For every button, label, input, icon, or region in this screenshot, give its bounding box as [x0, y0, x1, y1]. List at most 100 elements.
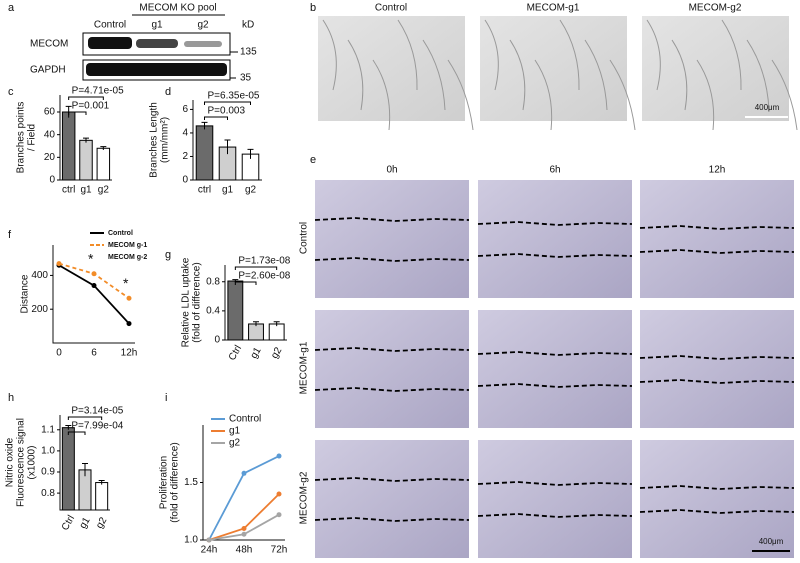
bar — [195, 125, 214, 181]
error-bar — [224, 139, 231, 155]
tube-network — [646, 19, 661, 91]
error-bar — [201, 121, 208, 130]
x-tick-label: g2 — [94, 515, 109, 531]
row-title: MECOM-g2 — [299, 471, 310, 524]
tube-network — [609, 59, 636, 131]
p-value: P=2.60e-08 — [238, 271, 290, 282]
lane-label: g2 — [197, 20, 209, 31]
error-bar — [273, 321, 280, 327]
p-value: P=1.73e-08 — [238, 256, 290, 267]
image-title: MECOM-g1 — [527, 3, 580, 14]
tube-network — [534, 59, 553, 131]
x-tick-label: g1 — [249, 345, 264, 361]
y-tick-label: 40 — [44, 129, 56, 140]
error-bar — [98, 479, 105, 485]
y-tick-label: 0 — [49, 175, 55, 186]
x-tick-label: g2 — [269, 345, 284, 361]
bar — [268, 323, 285, 341]
point — [276, 491, 282, 497]
micrograph — [640, 440, 794, 558]
scale-label: 400μm — [759, 537, 784, 546]
bar — [227, 280, 244, 341]
bar — [96, 147, 111, 181]
row-label: MECOM — [30, 39, 68, 50]
column-title: 6h — [549, 165, 560, 176]
point — [91, 271, 97, 277]
wound-edge — [314, 257, 470, 262]
significance-bracket — [67, 431, 86, 435]
y-tick-label: 60 — [44, 107, 56, 118]
p-value: P=0.001 — [72, 101, 110, 112]
significance-mark: * — [88, 250, 94, 266]
point — [206, 537, 212, 543]
x-tick-label: g2 — [98, 185, 110, 196]
scale-label: 400μm — [755, 103, 780, 112]
y-axis-label: (x1000) — [27, 446, 38, 480]
x-tick-label: 0 — [56, 348, 62, 359]
panel-label: f — [8, 229, 12, 241]
point — [241, 526, 247, 531]
panel-label: e — [310, 154, 316, 166]
point — [56, 261, 62, 267]
tube-network — [484, 19, 499, 91]
tube-network — [696, 59, 715, 131]
x-tick-label: g1 — [222, 185, 234, 196]
marker-label: 135 — [240, 47, 257, 58]
micrograph — [315, 180, 469, 298]
panel-label: g — [165, 249, 171, 261]
tube-network — [322, 19, 337, 91]
p-value: P=3.14e-05 — [71, 406, 123, 417]
x-tick-label: 24h — [201, 545, 218, 556]
band — [184, 41, 222, 47]
tube-network — [397, 19, 418, 91]
y-axis-label: (fold of difference) — [170, 442, 181, 522]
wound-edge — [477, 351, 633, 356]
panel-label: b — [310, 2, 316, 14]
panel-label: a — [8, 2, 15, 14]
micrograph — [315, 310, 469, 428]
column-title: 12h — [709, 165, 726, 176]
y-tick-label: 6 — [182, 104, 188, 115]
y-tick-label: 0.8 — [41, 488, 55, 499]
x-tick-label: ctrl — [198, 185, 211, 196]
wound-edge — [314, 477, 470, 482]
wound-edge — [639, 355, 795, 360]
point — [241, 470, 247, 476]
micrograph — [642, 16, 789, 121]
significance-bracket — [234, 281, 257, 285]
y-tick-label: 0 — [182, 175, 188, 186]
bar — [248, 323, 264, 341]
x-tick-label: 72h — [271, 545, 288, 556]
y-tick-label: 200 — [31, 304, 48, 315]
row-title: Control — [299, 222, 310, 254]
bar — [61, 111, 76, 181]
legend-label: g2 — [229, 438, 241, 449]
micrographs — [314, 16, 798, 558]
tube-network — [746, 39, 770, 111]
micrograph — [478, 440, 632, 558]
y-axis-label: Fluorescence signal — [16, 418, 27, 507]
wound-edge — [639, 225, 795, 230]
p-value: P=4.71e-05 — [72, 86, 124, 97]
unit-label: kD — [242, 20, 254, 31]
wound-edge — [639, 249, 795, 254]
x-tick-label: 48h — [236, 545, 253, 556]
point — [276, 453, 282, 459]
tube-network — [559, 19, 580, 91]
y-axis-label: Relative LDL uptake — [181, 257, 192, 347]
significance-bracket — [67, 416, 103, 420]
marker-label: 35 — [240, 73, 252, 84]
y-axis-label: (fold of difference) — [192, 262, 203, 342]
wound-edge — [477, 253, 633, 258]
y-axis-label: / Field — [27, 124, 38, 151]
y-axis-label: Branches points — [16, 102, 27, 174]
wound-edge — [477, 513, 633, 518]
tube-network — [509, 39, 526, 111]
tube-network — [347, 39, 364, 111]
legend-label: MECOM g-2 — [108, 254, 147, 261]
legend-label: Control — [229, 414, 261, 425]
y-tick-label: 0.4 — [206, 306, 220, 317]
band — [136, 39, 178, 48]
significance-bracket — [234, 266, 278, 270]
y-axis-label: (mm/mm²) — [160, 117, 171, 163]
